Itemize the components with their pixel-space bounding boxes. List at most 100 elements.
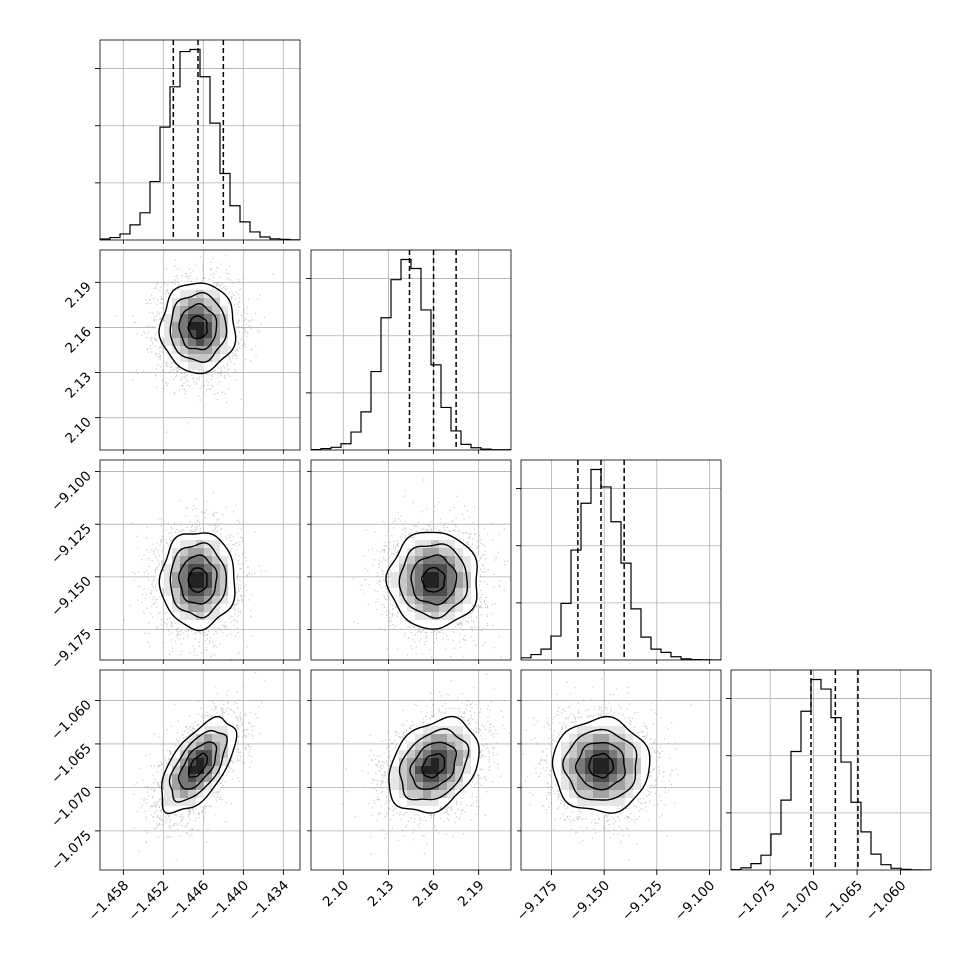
density-cell: [212, 726, 221, 735]
density-cell: [196, 620, 205, 629]
density-cell: [423, 596, 432, 605]
density-cell: [204, 346, 213, 355]
density-cell: [407, 790, 416, 799]
density-cell: [196, 298, 205, 307]
density-cell: [641, 774, 650, 783]
density-cell: [601, 718, 610, 727]
panel-frame: [99, 249, 301, 451]
density-cell: [439, 596, 448, 605]
density-cell: [188, 564, 197, 573]
density-cell: [188, 362, 197, 371]
density-cell: [439, 620, 448, 629]
panel-frame: [520, 669, 722, 871]
density-cell: [423, 620, 432, 629]
density-cell: [180, 346, 189, 355]
density-cell: [399, 758, 408, 767]
density-cell: [196, 290, 205, 299]
density-cell: [447, 718, 456, 727]
density-cell: [415, 572, 424, 581]
contour-2: [562, 728, 638, 801]
density-cell: [431, 806, 440, 815]
density-cell: [625, 790, 634, 799]
density-cell: [431, 596, 440, 605]
density-cell: [212, 612, 221, 621]
density-cell: [407, 604, 416, 613]
density-cell: [204, 766, 213, 775]
x-tick-label: 2.10: [320, 878, 353, 911]
density-cell: [172, 766, 181, 775]
density-cell: [220, 548, 229, 557]
density-cell: [196, 726, 205, 735]
density-cell: [407, 734, 416, 743]
density-cell: [463, 742, 472, 751]
density-cell: [172, 790, 181, 799]
density-cell: [423, 588, 432, 597]
density-cell: [415, 612, 424, 621]
density-cell: [188, 338, 197, 347]
density-cell: [447, 766, 456, 775]
density-cell: [180, 354, 189, 363]
density-cell: [220, 330, 229, 339]
histogram-step-0: [100, 48, 300, 240]
density-cell: [399, 604, 408, 613]
x-tick-label: −9.150: [566, 878, 613, 925]
density-cell: [180, 540, 189, 549]
density-cell: [204, 758, 213, 767]
density-cell: [447, 580, 456, 589]
density-cell: [577, 734, 586, 743]
contour-0: [421, 753, 446, 779]
density-cell: [172, 612, 181, 621]
density-cell: [415, 620, 424, 629]
scatter-panel-1-3: [310, 669, 512, 871]
contour-1: [410, 554, 458, 606]
density-cell: [439, 774, 448, 783]
density-cell: [431, 774, 440, 783]
density-cell: [423, 580, 432, 589]
density-cell: [220, 742, 229, 751]
density-cell: [447, 572, 456, 581]
density-cell: [471, 556, 480, 565]
density-cell: [593, 798, 602, 807]
density-cell: [399, 750, 408, 759]
density-cell: [471, 572, 480, 581]
density-cell: [172, 306, 181, 315]
density-cell: [180, 306, 189, 315]
density-cell: [455, 766, 464, 775]
density-cell: [471, 758, 480, 767]
density-cell: [204, 564, 213, 573]
density-cell: [180, 750, 189, 759]
density-cell: [585, 798, 594, 807]
density-cell: [609, 734, 618, 743]
density-cell: [471, 564, 480, 573]
density-cell: [156, 580, 165, 589]
density-cell: [188, 782, 197, 791]
density-cell: [431, 798, 440, 807]
panel-frame: [99, 459, 301, 661]
density-cell: [196, 596, 205, 605]
density-cell: [172, 604, 181, 613]
x-tick-label: 2.16: [410, 878, 443, 911]
density-cell: [561, 782, 570, 791]
y-tick-label: −1.065: [48, 740, 95, 787]
density-cell: [172, 314, 181, 323]
density-cell: [228, 734, 237, 743]
density-cell: [407, 588, 416, 597]
density-cell: [196, 548, 205, 557]
y-tick-label: 2.19: [62, 279, 95, 312]
density-cell: [455, 564, 464, 573]
density-cell: [180, 782, 189, 791]
x-tick-label: −1.070: [776, 878, 823, 925]
density-cell: [180, 314, 189, 323]
density-cell: [431, 604, 440, 613]
density-cell: [172, 556, 181, 565]
density-cell: [625, 782, 634, 791]
density-cell: [188, 612, 197, 621]
density-cell: [172, 298, 181, 307]
density-cell: [601, 790, 610, 799]
density-cell: [415, 782, 424, 791]
density-cell: [212, 596, 221, 605]
density-cell: [212, 548, 221, 557]
density-cell: [220, 580, 229, 589]
density-cell: [196, 734, 205, 743]
